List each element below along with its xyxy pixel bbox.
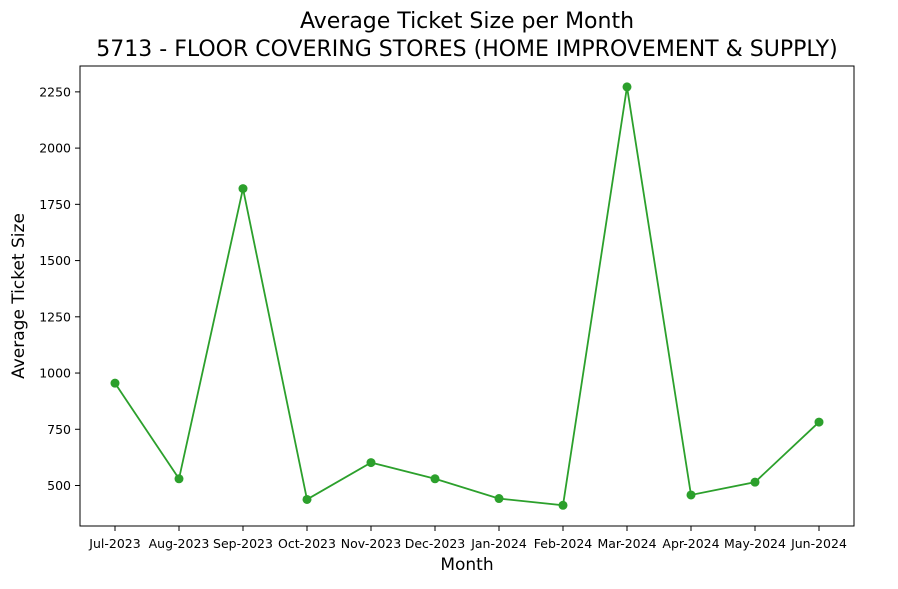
series-line (114, 86, 820, 507)
y-tick-label: 1250 (39, 309, 71, 324)
x-tick-label: Oct-2023 (278, 536, 336, 551)
y-tick-label: 750 (47, 422, 71, 437)
x-tick-label: Nov-2023 (341, 536, 401, 551)
y-tick-label: 2000 (39, 141, 71, 156)
data-point (814, 417, 824, 427)
y-axis-label: Average Ticket Size (9, 213, 29, 379)
data-point (110, 378, 120, 388)
data-point (238, 184, 248, 194)
chart-title: Average Ticket Size per Month (300, 9, 634, 34)
x-tick-label: Dec-2023 (405, 536, 466, 551)
data-point (430, 474, 440, 484)
y-tick-label: 1000 (39, 366, 71, 381)
x-tick-label: May-2024 (724, 536, 786, 551)
x-tick-label: Feb-2024 (534, 536, 593, 551)
y-tick-label: 1500 (39, 253, 71, 268)
chart-subtitle: 5713 - FLOOR COVERING STORES (HOME IMPRO… (96, 37, 837, 62)
x-tick-label: Sep-2023 (213, 536, 273, 551)
x-axis-label: Month (440, 555, 493, 575)
plot-area-frame (79, 65, 855, 527)
x-tick-label: Jun-2024 (790, 536, 847, 551)
y-tick-label: 1750 (39, 197, 71, 212)
x-tick-label: Aug-2023 (149, 536, 210, 551)
y-tick-label: 500 (47, 478, 71, 493)
data-point (686, 490, 696, 500)
data-point (750, 477, 760, 487)
series-layer (110, 82, 824, 510)
data-point (558, 500, 568, 510)
x-axis: Jul-2023 Aug-2023 Sep-2023 Oct-2023 Nov-2023… (88, 526, 847, 551)
data-point (622, 82, 632, 92)
data-point (366, 458, 376, 468)
y-tick-label: 2250 (39, 84, 71, 99)
x-tick-label: Apr-2024 (662, 536, 719, 551)
data-point (174, 474, 184, 484)
x-tick-label: Jan-2024 (470, 536, 527, 551)
y-axis: 500 750 1000 1250 1500 1750 2000 2250 (39, 84, 80, 493)
x-tick-label: Mar-2024 (597, 536, 656, 551)
x-tick-label: Jul-2023 (88, 536, 140, 551)
data-point (494, 494, 504, 504)
data-point (302, 494, 312, 504)
